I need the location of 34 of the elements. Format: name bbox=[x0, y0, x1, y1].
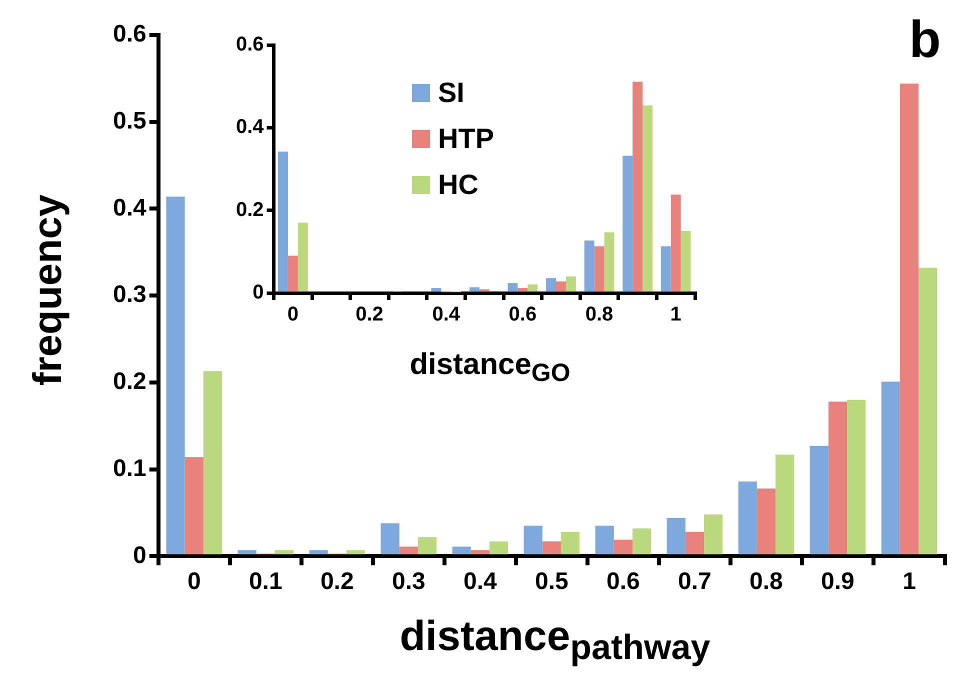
x-tick-label: 0.9 bbox=[821, 568, 854, 596]
legend-label: SI bbox=[438, 77, 464, 110]
x-tick-label: 1 bbox=[670, 304, 682, 326]
x-tick-label: 0.6 bbox=[606, 568, 640, 596]
y-tick-label: 0.5 bbox=[112, 107, 146, 134]
x-tick-label: 0 bbox=[187, 568, 201, 596]
x-tick-label: 0.5 bbox=[534, 568, 568, 596]
x-tick-label: 0.4 bbox=[463, 568, 498, 596]
x-tick-label: 0.8 bbox=[750, 568, 783, 596]
y-axis-title: frequency bbox=[26, 194, 70, 386]
x-tick-label: 0.2 bbox=[356, 304, 384, 326]
x-tick-label: 0.2 bbox=[320, 568, 354, 596]
x-tick-label: 0.8 bbox=[585, 304, 614, 326]
legend-label: HTP bbox=[438, 123, 494, 156]
x-tick-label: 0.7 bbox=[678, 568, 712, 596]
y-tick-label: 0.1 bbox=[112, 454, 146, 482]
x-tick-label: 1 bbox=[902, 568, 916, 596]
y-tick-label: 0.2 bbox=[112, 368, 146, 396]
x-tick-label: 0.4 bbox=[432, 304, 461, 326]
y-tick-label: 0 bbox=[252, 282, 264, 304]
x-axis-title: distance$_{GO}$ bbox=[410, 348, 570, 387]
legend-label: HC bbox=[438, 169, 478, 202]
x-tick-label: 0.6 bbox=[508, 304, 537, 326]
x-tick-label: 0.3 bbox=[392, 568, 426, 596]
y-tick-label: 0 bbox=[133, 542, 146, 569]
y-tick-label: 0.6 bbox=[112, 20, 146, 48]
y-tick-label: 0.4 bbox=[236, 116, 265, 138]
x-axis-title: distance$_{pathway}$ bbox=[400, 612, 710, 668]
y-tick-label: 0.2 bbox=[236, 198, 264, 221]
x-tick-label: 0 bbox=[287, 304, 299, 326]
annotation: b bbox=[909, 11, 941, 69]
y-tick-label: 0.6 bbox=[236, 34, 264, 56]
y-tick-label: 0.3 bbox=[112, 281, 146, 308]
y-tick-label: 0.4 bbox=[112, 194, 148, 222]
